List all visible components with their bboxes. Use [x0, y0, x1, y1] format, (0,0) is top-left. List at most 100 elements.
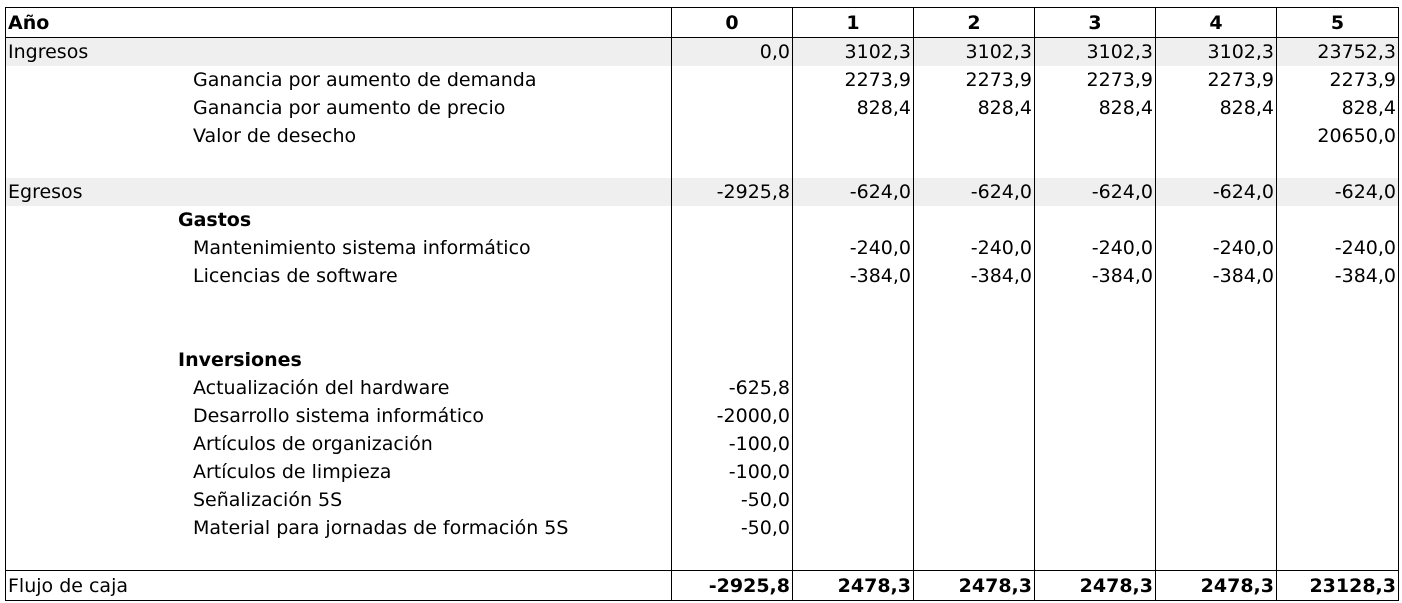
year-2-cell[interactable]: 828,4	[913, 94, 1035, 122]
row-label-cell[interactable]	[5, 150, 672, 178]
year-5-cell[interactable]	[1276, 486, 1399, 514]
year-5-cell[interactable]	[1276, 374, 1399, 402]
year-5-cell[interactable]	[1276, 150, 1399, 178]
row-label-cell[interactable]: Inversiones	[5, 346, 672, 374]
year-2-cell[interactable]	[913, 514, 1035, 542]
year-3-cell[interactable]	[1034, 542, 1156, 571]
year-2-cell[interactable]	[913, 206, 1035, 234]
year-2-cell[interactable]: -240,0	[913, 234, 1035, 262]
year-1-cell[interactable]	[792, 514, 914, 542]
year-1-cell[interactable]	[792, 122, 914, 150]
year-3-cell[interactable]	[1034, 402, 1156, 430]
row-label-cell[interactable]: Actualización del hardware	[5, 374, 672, 402]
year-4-cell[interactable]: -384,0	[1155, 262, 1277, 290]
year-1-cell[interactable]: 828,4	[792, 94, 914, 122]
row-label-cell[interactable]	[5, 542, 672, 571]
year-1-cell[interactable]	[792, 486, 914, 514]
year-0-cell[interactable]	[671, 262, 793, 290]
year-0-cell[interactable]: -100,0	[671, 430, 793, 458]
year-3-cell[interactable]: -240,0	[1034, 234, 1156, 262]
total-year-2-cell[interactable]: 2478,3	[913, 570, 1035, 601]
year-4-cell[interactable]: 828,4	[1155, 94, 1277, 122]
year-3-cell[interactable]	[1034, 122, 1156, 150]
year-1-cell[interactable]	[792, 430, 914, 458]
row-label-cell[interactable]	[5, 318, 672, 346]
year-5-cell[interactable]	[1276, 542, 1399, 571]
year-4-cell[interactable]	[1155, 122, 1277, 150]
year-3-cell[interactable]	[1034, 346, 1156, 374]
year-2-cell[interactable]	[913, 122, 1035, 150]
year-4-cell[interactable]	[1155, 290, 1277, 318]
year-3-cell[interactable]: 828,4	[1034, 94, 1156, 122]
total-year-3-cell[interactable]: 2478,3	[1034, 570, 1156, 601]
year-3-cell[interactable]	[1034, 486, 1156, 514]
year-3-cell[interactable]	[1034, 150, 1156, 178]
year-3-cell[interactable]	[1034, 206, 1156, 234]
year-4-cell[interactable]	[1155, 318, 1277, 346]
year-1-cell[interactable]	[792, 346, 914, 374]
year-1-cell[interactable]: -384,0	[792, 262, 914, 290]
year-5-cell[interactable]: 2273,9	[1276, 66, 1399, 94]
year-5-cell[interactable]	[1276, 346, 1399, 374]
header-year-2-cell[interactable]: 2	[913, 7, 1035, 38]
year-3-cell[interactable]: 3102,3	[1034, 37, 1156, 66]
year-5-cell[interactable]	[1276, 402, 1399, 430]
year-4-cell[interactable]	[1155, 430, 1277, 458]
year-1-cell[interactable]	[792, 150, 914, 178]
year-0-cell[interactable]	[671, 206, 793, 234]
year-0-cell[interactable]: 0,0	[671, 37, 793, 66]
year-4-cell[interactable]	[1155, 458, 1277, 486]
year-2-cell[interactable]: 2273,9	[913, 66, 1035, 94]
year-2-cell[interactable]: -384,0	[913, 262, 1035, 290]
row-label-cell[interactable]: Ingresos	[5, 37, 672, 66]
year-4-cell[interactable]: -624,0	[1155, 178, 1277, 206]
year-5-cell[interactable]: -384,0	[1276, 262, 1399, 290]
year-0-cell[interactable]	[671, 542, 793, 571]
year-3-cell[interactable]	[1034, 290, 1156, 318]
year-2-cell[interactable]	[913, 150, 1035, 178]
year-0-cell[interactable]: -100,0	[671, 458, 793, 486]
header-year-1-cell[interactable]: 1	[792, 7, 914, 38]
row-label-cell[interactable]: Material para jornadas de formación 5S	[5, 514, 672, 542]
year-3-cell[interactable]: -624,0	[1034, 178, 1156, 206]
row-label-cell[interactable]: Ganancia por aumento de demanda	[5, 66, 672, 94]
year-5-cell[interactable]	[1276, 318, 1399, 346]
year-2-cell[interactable]	[913, 486, 1035, 514]
year-2-cell[interactable]	[913, 542, 1035, 571]
year-2-cell[interactable]: -624,0	[913, 178, 1035, 206]
year-4-cell[interactable]: -240,0	[1155, 234, 1277, 262]
year-0-cell[interactable]: -625,8	[671, 374, 793, 402]
year-2-cell[interactable]	[913, 374, 1035, 402]
year-0-cell[interactable]	[671, 94, 793, 122]
header-year-4-cell[interactable]: 4	[1155, 7, 1277, 38]
year-0-cell[interactable]	[671, 318, 793, 346]
year-0-cell[interactable]	[671, 290, 793, 318]
row-label-cell[interactable]: Artículos de limpieza	[5, 458, 672, 486]
year-3-cell[interactable]	[1034, 514, 1156, 542]
year-4-cell[interactable]	[1155, 346, 1277, 374]
year-2-cell[interactable]	[913, 430, 1035, 458]
year-1-cell[interactable]: 2273,9	[792, 66, 914, 94]
year-3-cell[interactable]	[1034, 318, 1156, 346]
year-5-cell[interactable]: -624,0	[1276, 178, 1399, 206]
year-4-cell[interactable]	[1155, 150, 1277, 178]
total-year-0-cell[interactable]: -2925,8	[671, 570, 793, 601]
year-4-cell[interactable]	[1155, 514, 1277, 542]
row-label-cell[interactable]: Gastos	[5, 206, 672, 234]
header-label-cell[interactable]: Año	[5, 7, 672, 38]
year-3-cell[interactable]: 2273,9	[1034, 66, 1156, 94]
row-label-cell[interactable]: Desarrollo sistema informático	[5, 402, 672, 430]
year-0-cell[interactable]: -50,0	[671, 514, 793, 542]
row-label-cell[interactable]: Artículos de organización	[5, 430, 672, 458]
year-3-cell[interactable]	[1034, 458, 1156, 486]
year-5-cell[interactable]: 23752,3	[1276, 37, 1399, 66]
year-0-cell[interactable]	[671, 234, 793, 262]
year-1-cell[interactable]	[792, 458, 914, 486]
year-4-cell[interactable]	[1155, 374, 1277, 402]
year-1-cell[interactable]	[792, 290, 914, 318]
year-4-cell[interactable]	[1155, 206, 1277, 234]
year-1-cell[interactable]: -240,0	[792, 234, 914, 262]
year-1-cell[interactable]	[792, 542, 914, 571]
total-year-5-cell[interactable]: 23128,3	[1276, 570, 1399, 601]
year-5-cell[interactable]	[1276, 290, 1399, 318]
